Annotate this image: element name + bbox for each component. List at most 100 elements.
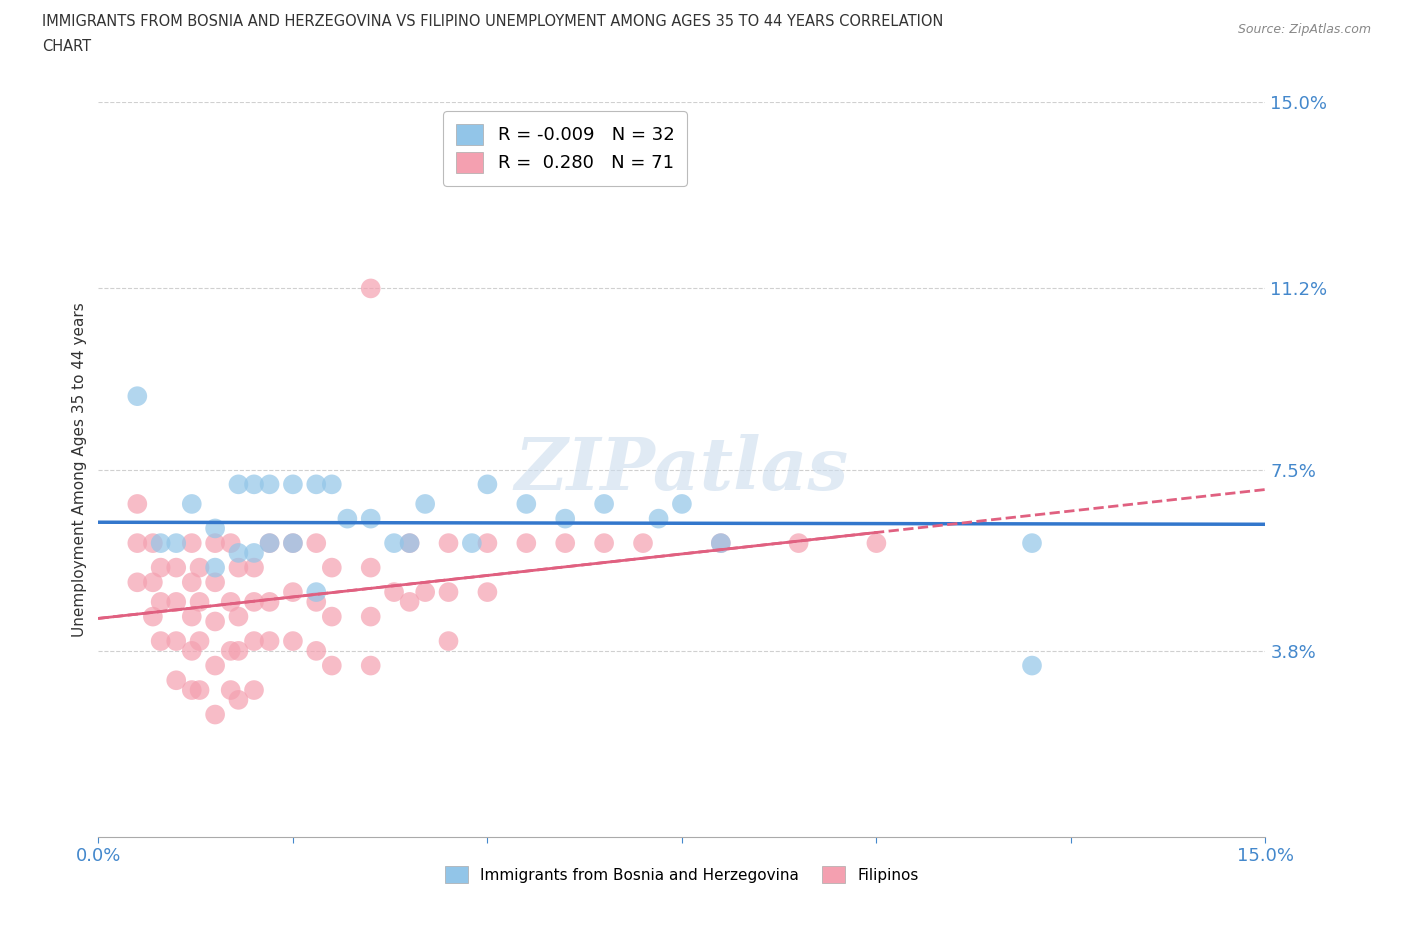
Point bbox=[243, 683, 266, 698]
Point bbox=[165, 594, 187, 609]
Point bbox=[204, 614, 226, 629]
Point bbox=[710, 536, 733, 551]
Point bbox=[180, 575, 202, 590]
Point bbox=[259, 536, 281, 551]
Text: Source: ZipAtlas.com: Source: ZipAtlas.com bbox=[1237, 23, 1371, 36]
Point bbox=[149, 633, 172, 648]
Point bbox=[461, 536, 484, 551]
Legend: Immigrants from Bosnia and Herzegovina, Filipinos: Immigrants from Bosnia and Herzegovina, … bbox=[433, 854, 931, 896]
Text: ZIPatlas: ZIPatlas bbox=[515, 434, 849, 505]
Point bbox=[398, 594, 420, 609]
Point bbox=[127, 575, 149, 590]
Point bbox=[127, 536, 149, 551]
Point bbox=[321, 477, 343, 492]
Point bbox=[165, 633, 187, 648]
Point bbox=[228, 546, 250, 561]
Point bbox=[477, 536, 499, 551]
Point bbox=[180, 683, 202, 698]
Point bbox=[787, 536, 810, 551]
Point bbox=[188, 594, 211, 609]
Point bbox=[360, 609, 382, 624]
Point bbox=[321, 658, 343, 673]
Point bbox=[243, 633, 266, 648]
Point bbox=[127, 389, 149, 404]
Point bbox=[321, 560, 343, 575]
Point bbox=[259, 536, 281, 551]
Point bbox=[180, 536, 202, 551]
Point bbox=[165, 672, 187, 687]
Point bbox=[281, 536, 304, 551]
Point bbox=[180, 609, 202, 624]
Point bbox=[437, 633, 460, 648]
Point bbox=[593, 536, 616, 551]
Point bbox=[219, 644, 242, 658]
Point bbox=[437, 585, 460, 600]
Point bbox=[477, 477, 499, 492]
Point bbox=[593, 497, 616, 512]
Point bbox=[228, 609, 250, 624]
Point bbox=[165, 536, 187, 551]
Point bbox=[188, 683, 211, 698]
Point bbox=[149, 594, 172, 609]
Point bbox=[710, 536, 733, 551]
Point bbox=[360, 560, 382, 575]
Point bbox=[477, 585, 499, 600]
Point bbox=[360, 281, 382, 296]
Point bbox=[281, 536, 304, 551]
Point bbox=[228, 693, 250, 708]
Point bbox=[305, 477, 328, 492]
Point bbox=[865, 536, 887, 551]
Point bbox=[413, 585, 436, 600]
Point bbox=[204, 707, 226, 722]
Point bbox=[382, 536, 405, 551]
Point bbox=[149, 536, 172, 551]
Point bbox=[437, 536, 460, 551]
Point bbox=[1021, 658, 1043, 673]
Point bbox=[219, 683, 242, 698]
Point bbox=[142, 536, 165, 551]
Point bbox=[142, 609, 165, 624]
Point bbox=[281, 585, 304, 600]
Point bbox=[554, 536, 576, 551]
Point bbox=[204, 536, 226, 551]
Point bbox=[219, 594, 242, 609]
Point bbox=[305, 594, 328, 609]
Point bbox=[243, 560, 266, 575]
Point bbox=[204, 560, 226, 575]
Point bbox=[1021, 536, 1043, 551]
Y-axis label: Unemployment Among Ages 35 to 44 years: Unemployment Among Ages 35 to 44 years bbox=[72, 302, 87, 637]
Point bbox=[515, 536, 537, 551]
Point bbox=[515, 497, 537, 512]
Point bbox=[149, 560, 172, 575]
Point bbox=[219, 536, 242, 551]
Point bbox=[127, 497, 149, 512]
Point bbox=[228, 560, 250, 575]
Point bbox=[671, 497, 693, 512]
Text: IMMIGRANTS FROM BOSNIA AND HERZEGOVINA VS FILIPINO UNEMPLOYMENT AMONG AGES 35 TO: IMMIGRANTS FROM BOSNIA AND HERZEGOVINA V… bbox=[42, 14, 943, 29]
Point bbox=[647, 512, 669, 526]
Point bbox=[243, 594, 266, 609]
Point bbox=[188, 633, 211, 648]
Point bbox=[281, 633, 304, 648]
Point bbox=[321, 609, 343, 624]
Point bbox=[259, 477, 281, 492]
Point bbox=[382, 585, 405, 600]
Point bbox=[336, 512, 359, 526]
Point bbox=[243, 546, 266, 561]
Point bbox=[165, 560, 187, 575]
Point bbox=[554, 512, 576, 526]
Point bbox=[305, 536, 328, 551]
Point bbox=[360, 512, 382, 526]
Point bbox=[180, 644, 202, 658]
Point bbox=[305, 644, 328, 658]
Text: CHART: CHART bbox=[42, 39, 91, 54]
Point bbox=[243, 477, 266, 492]
Point bbox=[398, 536, 420, 551]
Point bbox=[180, 497, 202, 512]
Point bbox=[360, 658, 382, 673]
Point bbox=[204, 658, 226, 673]
Point bbox=[228, 644, 250, 658]
Point bbox=[228, 477, 250, 492]
Point bbox=[188, 560, 211, 575]
Point bbox=[631, 536, 654, 551]
